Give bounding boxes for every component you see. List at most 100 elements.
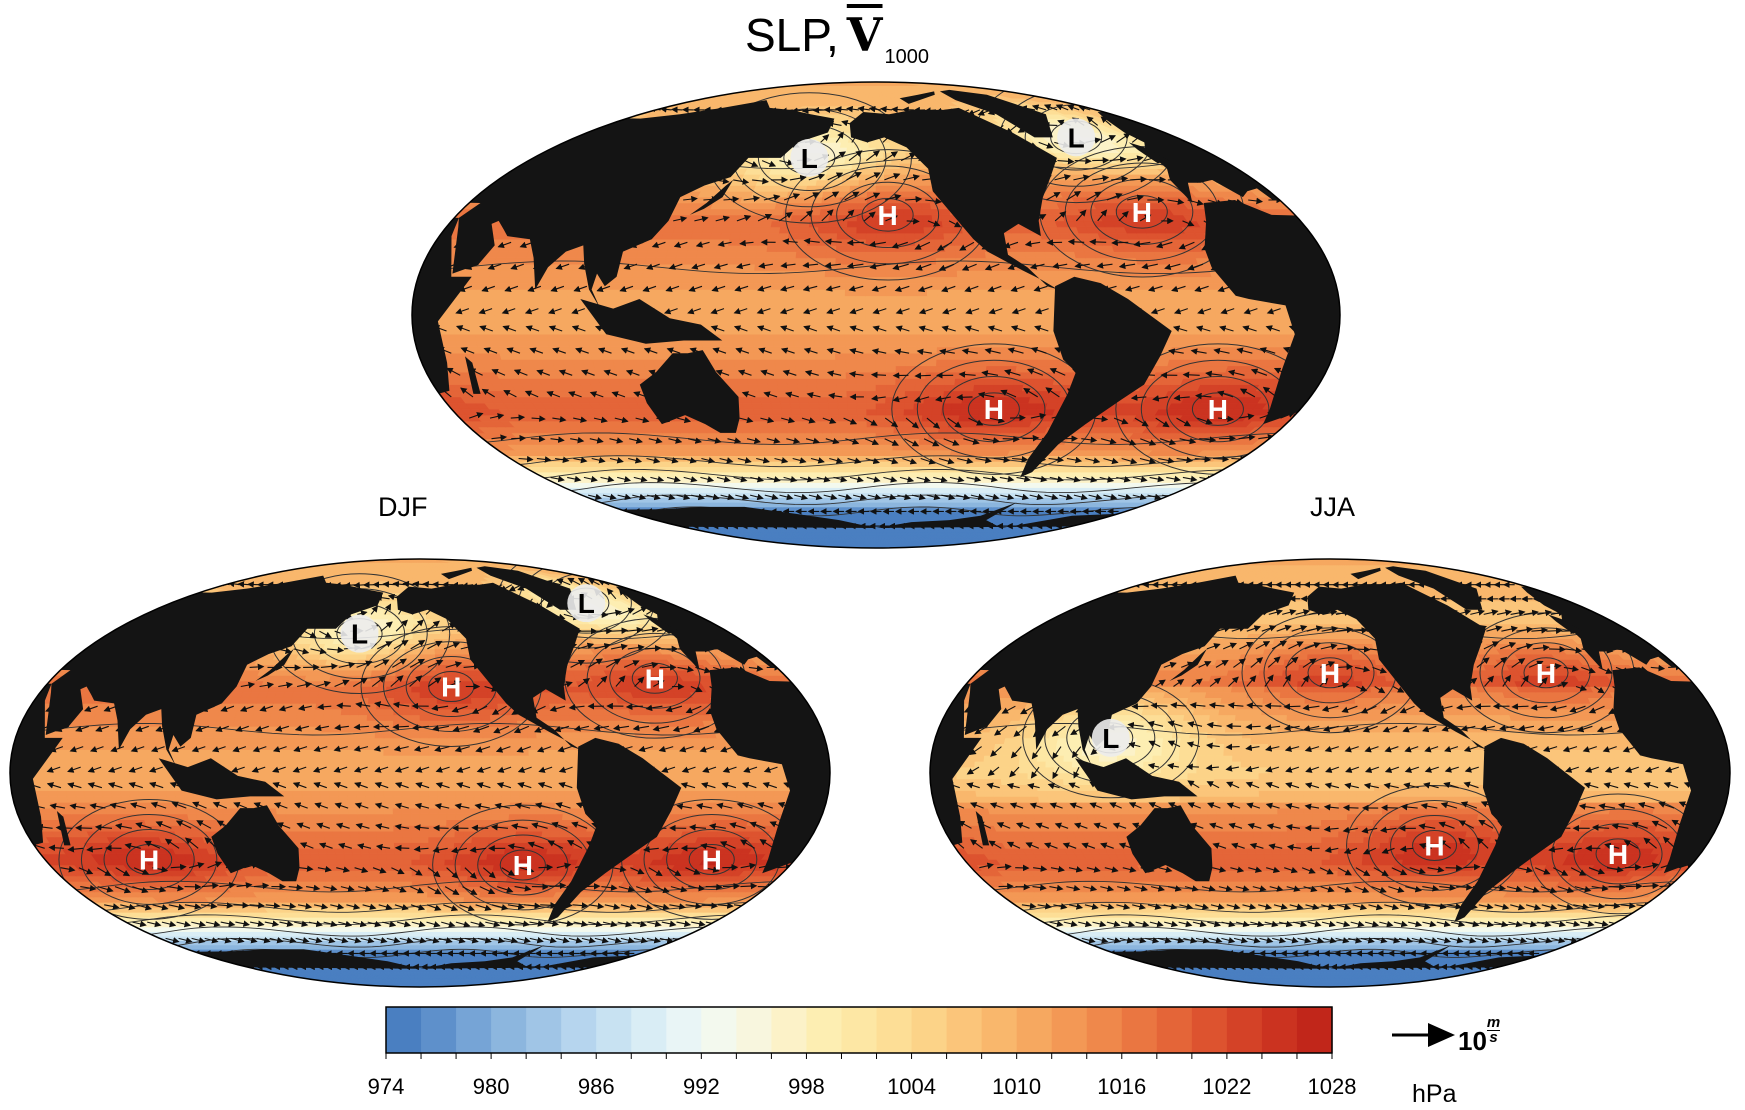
slp-cell — [619, 340, 632, 348]
slp-cell — [1167, 359, 1180, 367]
slp-cell — [840, 432, 851, 440]
slp-cell — [813, 321, 825, 329]
slp-cell — [690, 314, 702, 322]
slp-cell — [836, 384, 848, 392]
slp-cell — [825, 257, 837, 265]
slp-cell — [762, 295, 774, 303]
slp-cell — [827, 396, 839, 404]
slp-cell — [1213, 333, 1226, 341]
slp-cell — [967, 333, 980, 341]
slp-cell — [855, 384, 867, 392]
slp-cell — [985, 257, 998, 265]
slp-cell — [1263, 340, 1277, 348]
slp-cell — [697, 245, 710, 252]
slp-cell — [875, 295, 887, 303]
slp-cell — [1037, 352, 1050, 360]
slp-cell — [865, 396, 877, 404]
slp-cell — [917, 444, 928, 451]
slp-cell — [844, 327, 856, 335]
slp-cell — [813, 295, 825, 303]
slp-cell — [514, 314, 526, 322]
slp-cell — [835, 245, 847, 252]
slp-cell — [896, 289, 908, 297]
slp-cell — [798, 444, 810, 451]
slp-cell — [793, 340, 805, 348]
slp-cell — [566, 327, 579, 335]
slp-cell — [825, 365, 837, 373]
slp-cell — [824, 352, 836, 360]
slp-cell — [865, 519, 872, 525]
slp-cell — [546, 333, 559, 341]
slp-cell — [631, 352, 644, 360]
slp-cell — [731, 301, 743, 309]
slp-cell — [764, 365, 777, 373]
slp-cell — [875, 506, 883, 512]
slp-cell — [858, 444, 868, 451]
slp-cell — [1040, 321, 1052, 329]
slp-cell — [790, 408, 802, 416]
slp-cell — [664, 257, 677, 265]
slp-cell — [894, 390, 906, 398]
slp-cell — [753, 352, 766, 360]
slp-cell — [865, 270, 877, 278]
slp-cell — [641, 270, 654, 278]
slp-cell — [817, 396, 829, 404]
slp-cell — [937, 333, 949, 341]
slp-cell — [557, 282, 570, 290]
slp-cell — [871, 531, 877, 536]
slp-cell — [784, 270, 796, 278]
slp-cell — [803, 426, 815, 434]
slp-cell — [1246, 301, 1258, 309]
slp-cell — [793, 282, 805, 290]
slp-cell — [763, 352, 776, 360]
slp-cell — [608, 289, 621, 297]
slp-cell — [671, 276, 684, 284]
slp-cell — [865, 289, 877, 297]
slp-cell — [634, 257, 647, 265]
slp-cell — [1048, 346, 1061, 354]
slp-cell — [937, 301, 949, 309]
slp-cell — [762, 408, 774, 416]
slp-cell — [829, 471, 840, 478]
slp-cell — [659, 301, 671, 309]
slp-cell — [857, 426, 868, 434]
slp-cell — [885, 295, 897, 303]
slp-cell — [967, 276, 979, 284]
slp-cell — [1256, 321, 1269, 329]
slp-cell — [865, 365, 877, 373]
slp-cell — [755, 371, 768, 379]
slp-cell — [999, 314, 1011, 322]
slp-cell — [773, 346, 785, 354]
slp-cell — [957, 327, 970, 335]
slp-cell — [714, 257, 727, 265]
slp-cell — [772, 327, 784, 335]
slp-cell — [1009, 321, 1021, 329]
slp-cell — [929, 426, 940, 434]
slp-cell — [734, 257, 747, 265]
slp-cell — [812, 426, 823, 434]
slp-cell — [936, 432, 948, 440]
slp-cell — [968, 408, 981, 416]
slp-cell — [667, 245, 680, 252]
slp-cell — [737, 384, 750, 392]
slp-cell — [731, 333, 744, 341]
slp-cell — [922, 402, 934, 410]
slp-cell — [950, 408, 962, 416]
slp-cell — [494, 301, 506, 309]
slp-cell — [773, 276, 785, 284]
slp-cell — [1040, 295, 1052, 303]
slp-cell — [655, 251, 668, 259]
slp-cell — [793, 321, 805, 329]
slp-cell — [1190, 276, 1204, 284]
slp-cell — [703, 263, 716, 271]
slp-cell — [803, 314, 815, 322]
slp-cell — [1067, 270, 1080, 278]
slp-cell — [557, 289, 569, 297]
slp-cell — [1030, 314, 1042, 322]
slp-cell — [587, 327, 599, 335]
slp-cell — [1141, 282, 1154, 290]
slp-cell — [1039, 333, 1052, 341]
slp-cell — [1205, 314, 1217, 322]
slp-cell — [1236, 308, 1248, 316]
slp-cell — [649, 295, 661, 303]
